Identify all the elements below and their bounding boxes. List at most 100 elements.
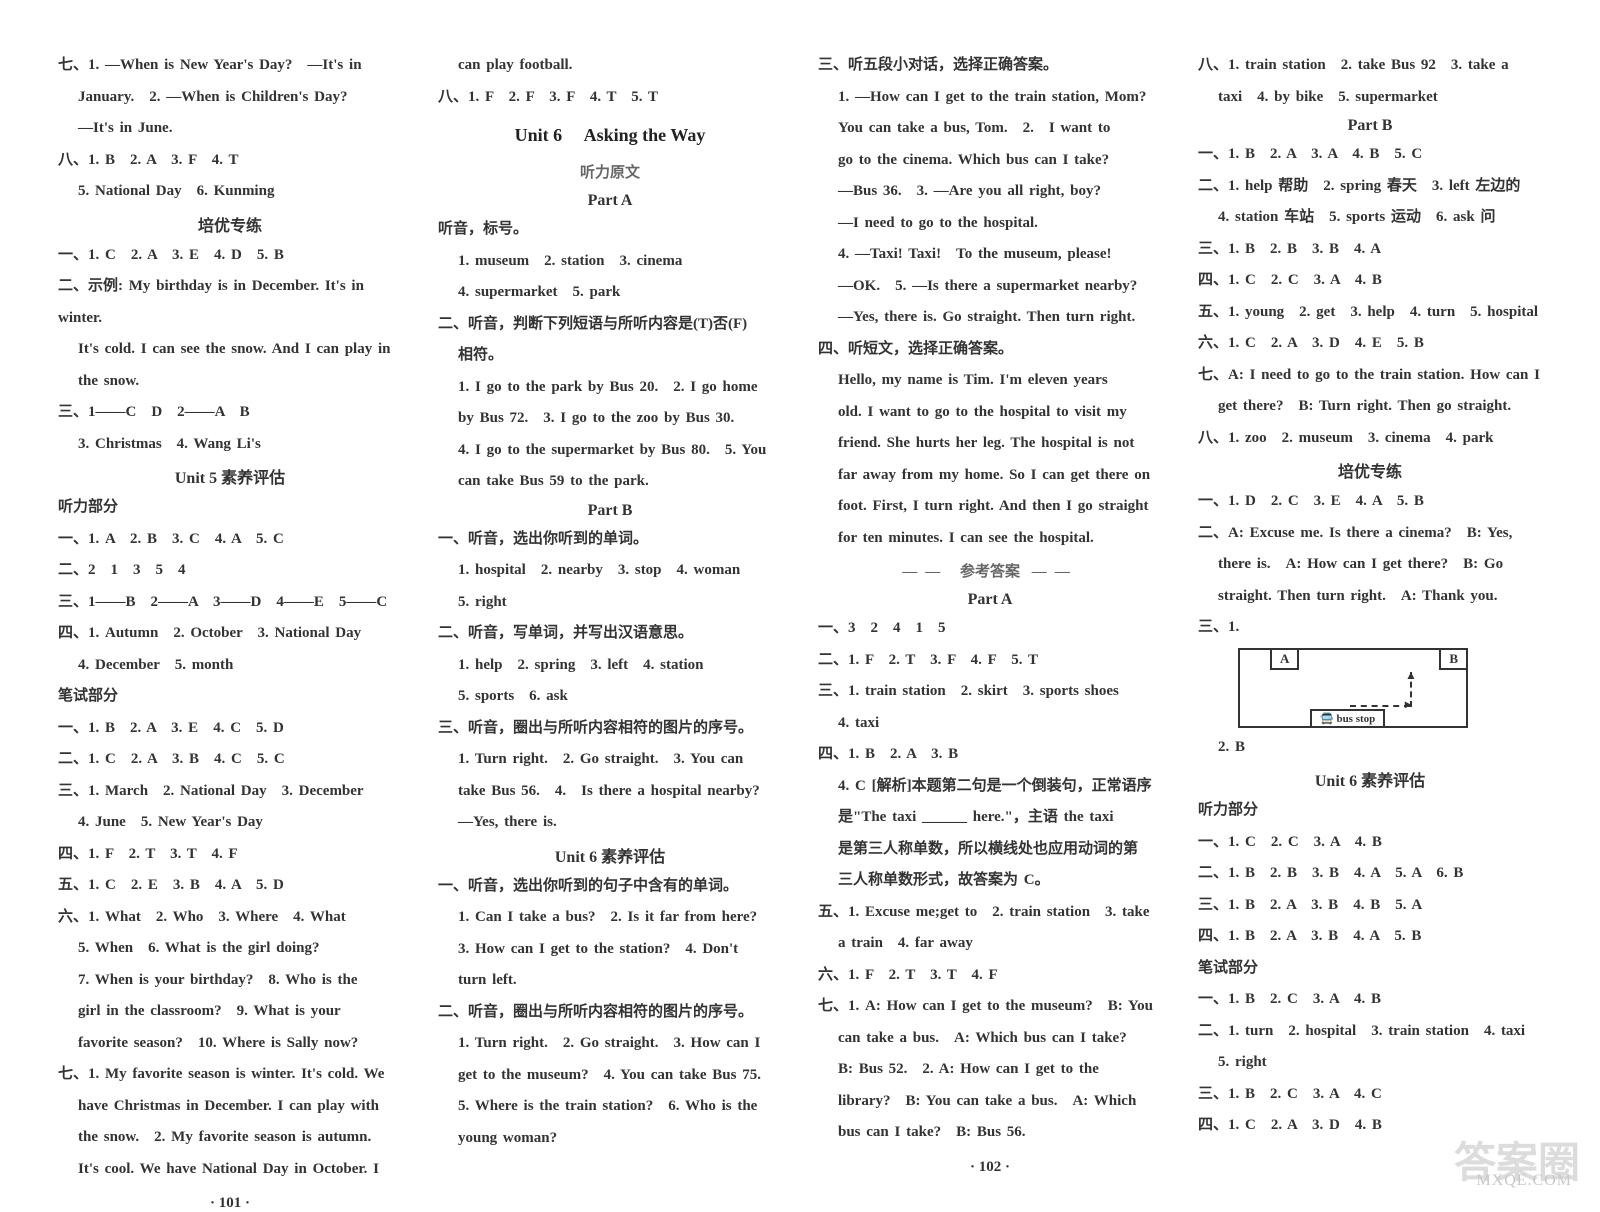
text-line: 听音，标号。 [438, 214, 782, 246]
text-line: 四、听短文，选择正确答案。 [818, 334, 1162, 366]
text-line: 是第三人称单数，所以横线处也应用动词的第 [818, 834, 1162, 866]
text-line: the snow. [58, 366, 402, 398]
text-line: 一、1. C 2. C 3. A 4. B [1198, 827, 1542, 859]
text-line: 五、1. Excuse me;get to 2. train station 3… [818, 897, 1162, 929]
section-heading: Unit 6 素养评估 [438, 843, 782, 867]
text-line: 4. —Taxi! Taxi! To the museum, please! [818, 239, 1162, 271]
text-line: 3. Christmas 4. Wang Li's [58, 429, 402, 461]
section-heading: Part B [438, 502, 782, 520]
text-line: 三、1. train station 2. skirt 3. sports sh… [818, 676, 1162, 708]
text-line: —It's in June. [58, 113, 402, 145]
text-line: 听力部分 [58, 492, 402, 524]
text-line: 4. supermarket 5. park [438, 277, 782, 309]
text-line: —Bus 36. 3. —Are you all right, boy? [818, 176, 1162, 208]
arrow-up-icon: ▲ [1405, 668, 1417, 683]
text-line: far away from my home. So I can get ther… [818, 460, 1162, 492]
text-line: 2. B [1198, 732, 1542, 764]
ornament: 听力原文 [438, 161, 782, 182]
column-1: 七、1. —When is New Year's Day? —It's in J… [40, 50, 420, 1170]
text-line: bus can I take? B: Bus 56. [818, 1117, 1162, 1149]
diagram-dashed-line [1350, 705, 1410, 707]
text-line: 听力部分 [1198, 795, 1542, 827]
column-4: 八、1. train station 2. take Bus 92 3. tak… [1180, 50, 1560, 1170]
unit-title: Unit 6 Asking the Way [438, 121, 782, 147]
section-heading: Unit 5 素养评估 [58, 464, 402, 488]
text-line: 三人称单数形式，故答案为 C。 [818, 865, 1162, 897]
text-line: 二、1. F 2. T 3. F 4. F 5. T [818, 645, 1162, 677]
text-line: 1. Turn right. 2. Go straight. 3. You ca… [438, 744, 782, 776]
text-line: 笔试部分 [1198, 953, 1542, 985]
text-line: 六、1. What 2. Who 3. Where 4. What [58, 902, 402, 934]
text-line: girl in the classroom? 9. What is your [58, 996, 402, 1028]
text-line: You can take a bus, Tom. 2. I want to [818, 113, 1162, 145]
text-line: 1. Can I take a bus? 2. Is it far from h… [438, 902, 782, 934]
text-line: 四、1. B 2. A 3. B [818, 739, 1162, 771]
text-line: 三、1. B 2. C 3. A 4. C [1198, 1079, 1542, 1111]
page-number: · 101 · [58, 1185, 402, 1212]
text-line: 一、听音，选出你听到的句子中含有的单词。 [438, 871, 782, 903]
text-line: —I need to go to the hospital. [818, 208, 1162, 240]
text-line: 3. How can I get to the station? 4. Don'… [438, 934, 782, 966]
text-line: 是"The taxi ______ here."，主语 the taxi [818, 802, 1162, 834]
text-line: 7. When is your birthday? 8. Who is the [58, 965, 402, 997]
text-line: library? B: You can take a bus. A: Which [818, 1086, 1162, 1118]
text-line: 三、1. B 2. A 3. B 4. B 5. A [1198, 890, 1542, 922]
text-line: 5. right [1198, 1047, 1542, 1079]
text-line: 一、1. B 2. A 3. E 4. C 5. D [58, 713, 402, 745]
text-line: can take a bus. A: Which bus can I take? [818, 1023, 1162, 1055]
text-line: B: Bus 52. 2. A: How can I get to the [818, 1054, 1162, 1086]
text-line: 三、1. March 2. National Day 3. December [58, 776, 402, 808]
text-line: 1. I go to the park by Bus 20. 2. I go h… [438, 372, 782, 404]
text-line: 1. hospital 2. nearby 3. stop 4. woman [438, 555, 782, 587]
text-line: 四、1. F 2. T 3. T 4. F [58, 839, 402, 871]
text-line: 八、1. B 2. A 3. F 4. T [58, 145, 402, 177]
text-line: It's cold. I can see the snow. And I can… [58, 334, 402, 366]
text-line: 二、1. C 2. A 3. B 4. C 5. C [58, 744, 402, 776]
text-line: 笔试部分 [58, 681, 402, 713]
text-line: 一、1. D 2. C 3. E 4. A 5. B [1198, 486, 1542, 518]
text-line: 三、1——C D 2——A B [58, 397, 402, 429]
text-line: 4. I go to the supermarket by Bus 80. 5.… [438, 435, 782, 467]
text-line: January. 2. —When is Children's Day? [58, 82, 402, 114]
column-2: can play football. 八、1. F 2. F 3. F 4. T… [420, 50, 800, 1170]
section-heading: Part B [1198, 117, 1542, 135]
text-line: 5. When 6. What is the girl doing? [58, 933, 402, 965]
text-line: can play football. [438, 50, 782, 82]
text-line: the snow. 2. My favorite season is autum… [58, 1122, 402, 1154]
text-line: 六、1. F 2. T 3. T 4. F [818, 960, 1162, 992]
text-line: 1. Turn right. 2. Go straight. 3. How ca… [438, 1028, 782, 1060]
diagram-box-busstop: 🚍 bus stop [1310, 709, 1385, 728]
text-line: 4. taxi [818, 708, 1162, 740]
text-line: 一、听音，选出你听到的单词。 [438, 524, 782, 556]
text-line: 二、听音，圈出与所听内容相符的图片的序号。 [438, 997, 782, 1029]
text-line: 一、3 2 4 1 5 [818, 613, 1162, 645]
text-line: 八、1. F 2. F 3. F 4. T 5. T [438, 82, 782, 114]
text-line: 四、1. Autumn 2. October 3. National Day [58, 618, 402, 650]
text-line: 二、听音，写单词，并写出汉语意思。 [438, 618, 782, 650]
text-line: 二、A: Excuse me. Is there a cinema? B: Ye… [1198, 518, 1542, 550]
text-line: favorite season? 10. Where is Sally now? [58, 1028, 402, 1060]
text-line: straight. Then turn right. A: Thank you. [1198, 581, 1542, 613]
text-line: 七、A: I need to go to the train station. … [1198, 360, 1542, 392]
text-line: there is. A: How can I get there? B: Go [1198, 549, 1542, 581]
text-line: take Bus 56. 4. Is there a hospital near… [438, 776, 782, 808]
text-line: —Yes, there is. [438, 807, 782, 839]
section-heading: Part A [438, 192, 782, 210]
text-line: 一、1. C 2. A 3. E 4. D 5. B [58, 240, 402, 272]
text-line: have Christmas in December. I can play w… [58, 1091, 402, 1123]
text-line: 四、1. C 2. A 3. D 4. B [1198, 1110, 1542, 1142]
text-line: by Bus 72. 3. I go to the zoo by Bus 30. [438, 403, 782, 435]
text-line: 1. museum 2. station 3. cinema [438, 246, 782, 278]
text-line: get to the museum? 4. You can take Bus 7… [438, 1060, 782, 1092]
map-diagram: A B ▲ ▸ 🚍 bus stop [1238, 648, 1468, 728]
text-line: foot. First, I turn right. And then I go… [818, 491, 1162, 523]
ornament: —— 参考答案 —— [818, 560, 1162, 581]
text-line: 三、1. B 2. B 3. B 4. A [1198, 234, 1542, 266]
page-number: · 102 · [818, 1149, 1162, 1176]
text-line: It's cool. We have National Day in Octob… [58, 1154, 402, 1186]
text-line: 一、1. A 2. B 3. C 4. A 5. C [58, 524, 402, 556]
text-line: old. I want to go to the hospital to vis… [818, 397, 1162, 429]
text-line: 4. C [解析]本题第二句是一个倒装句，正常语序 [818, 771, 1162, 803]
section-heading: Unit 6 素养评估 [1198, 767, 1542, 791]
text-line: for ten minutes. I can see the hospital. [818, 523, 1162, 555]
